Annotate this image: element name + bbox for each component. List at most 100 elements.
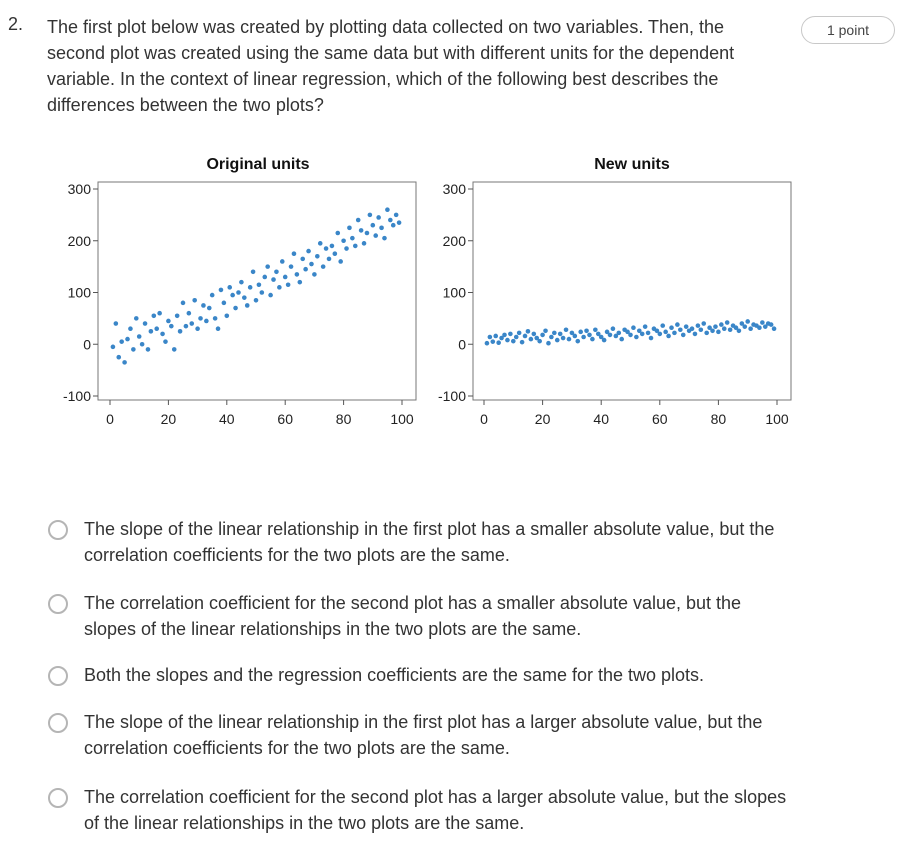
data-point bbox=[513, 334, 519, 340]
data-point bbox=[388, 217, 393, 223]
data-point bbox=[748, 326, 753, 332]
data-point bbox=[563, 327, 569, 333]
data-point bbox=[350, 235, 355, 241]
data-point bbox=[601, 337, 607, 343]
data-point bbox=[619, 336, 625, 342]
option-2[interactable]: The correlation coefficient for the seco… bbox=[48, 590, 794, 642]
data-point bbox=[119, 339, 124, 344]
radio-button[interactable] bbox=[48, 520, 68, 540]
x-tick-label: 100 bbox=[390, 411, 414, 427]
option-label: The correlation coefficient for the seco… bbox=[84, 787, 787, 833]
data-point bbox=[590, 336, 595, 342]
y-tick-label: 300 bbox=[443, 181, 467, 197]
data-point bbox=[519, 339, 525, 345]
data-point bbox=[645, 330, 651, 336]
data-point bbox=[634, 334, 639, 340]
data-point bbox=[110, 344, 116, 350]
data-point bbox=[189, 321, 195, 326]
data-point bbox=[672, 330, 677, 336]
data-point bbox=[581, 334, 586, 340]
y-tick-label: -100 bbox=[63, 388, 91, 404]
data-point bbox=[490, 339, 496, 344]
data-point bbox=[604, 329, 610, 335]
x-tick-label: 0 bbox=[106, 411, 114, 427]
data-point bbox=[654, 328, 660, 334]
data-point bbox=[282, 274, 288, 280]
data-point bbox=[762, 324, 768, 329]
data-point bbox=[244, 303, 250, 308]
data-point bbox=[370, 222, 376, 228]
option-1[interactable]: The slope of the linear relationship in … bbox=[48, 516, 794, 568]
radio-button[interactable] bbox=[48, 713, 68, 733]
data-point bbox=[487, 334, 493, 340]
y-axis: -100 0 100 200 300 bbox=[63, 181, 98, 404]
data-point bbox=[192, 297, 197, 303]
data-point bbox=[347, 225, 352, 231]
data-point bbox=[569, 330, 575, 336]
data-point bbox=[698, 327, 704, 333]
data-point bbox=[727, 327, 733, 333]
data-point bbox=[636, 328, 642, 334]
y-tick-label: 100 bbox=[443, 285, 467, 301]
y-tick-label: 0 bbox=[458, 336, 466, 352]
radio-button[interactable] bbox=[48, 666, 68, 686]
data-point bbox=[148, 329, 154, 334]
data-point bbox=[131, 347, 136, 352]
plot-title: New units bbox=[594, 156, 670, 173]
data-point bbox=[745, 319, 750, 324]
radio-button[interactable] bbox=[48, 594, 68, 614]
data-point bbox=[212, 316, 218, 321]
option-label: The slope of the linear relationship in … bbox=[84, 712, 763, 758]
data-point bbox=[613, 333, 619, 339]
x-axis: 0 20 40 60 80 100 bbox=[106, 400, 414, 427]
data-point bbox=[598, 334, 604, 340]
data-point bbox=[186, 310, 192, 316]
data-point bbox=[253, 297, 259, 303]
question-number: 2. bbox=[8, 14, 24, 34]
data-point bbox=[329, 243, 335, 249]
x-tick-label: 0 bbox=[480, 411, 488, 427]
data-point bbox=[174, 313, 180, 319]
data-point bbox=[587, 332, 592, 338]
data-point bbox=[247, 285, 253, 290]
data-point bbox=[739, 321, 745, 326]
data-point bbox=[116, 354, 122, 360]
data-point bbox=[631, 325, 636, 330]
data-point bbox=[736, 328, 742, 334]
data-point bbox=[742, 324, 748, 329]
data-point bbox=[610, 326, 616, 332]
data-point bbox=[760, 320, 765, 325]
plot-frame bbox=[472, 181, 792, 401]
data-point bbox=[543, 328, 548, 334]
data-point bbox=[198, 316, 203, 321]
data-point bbox=[771, 326, 777, 332]
option-5[interactable]: The correlation coefficient for the seco… bbox=[48, 784, 794, 836]
data-point bbox=[719, 322, 724, 327]
data-point bbox=[639, 331, 645, 337]
option-label: The slope of the linear relationship in … bbox=[84, 519, 775, 565]
data-point bbox=[139, 341, 145, 347]
data-point bbox=[268, 292, 273, 298]
data-point bbox=[183, 323, 189, 329]
data-point bbox=[484, 340, 490, 346]
data-point bbox=[710, 328, 715, 334]
data-point bbox=[657, 331, 663, 337]
data-point bbox=[648, 335, 654, 341]
data-point bbox=[306, 248, 311, 254]
radio-button[interactable] bbox=[48, 788, 68, 808]
data-point bbox=[692, 331, 698, 337]
question-text: The first plot below was created by plot… bbox=[47, 17, 735, 115]
data-point bbox=[628, 332, 633, 338]
data-point bbox=[171, 347, 177, 352]
option-4[interactable]: The slope of the linear relationship in … bbox=[48, 709, 794, 761]
y-tick-label: 200 bbox=[68, 233, 92, 249]
data-point bbox=[716, 329, 721, 335]
data-point bbox=[367, 212, 373, 218]
data-point bbox=[285, 282, 291, 288]
option-3[interactable]: Both the slopes and the regression coeff… bbox=[48, 662, 794, 688]
data-point bbox=[323, 246, 329, 251]
data-point bbox=[163, 339, 168, 344]
data-point bbox=[221, 300, 227, 306]
data-point bbox=[256, 282, 262, 288]
data-point bbox=[154, 326, 160, 332]
